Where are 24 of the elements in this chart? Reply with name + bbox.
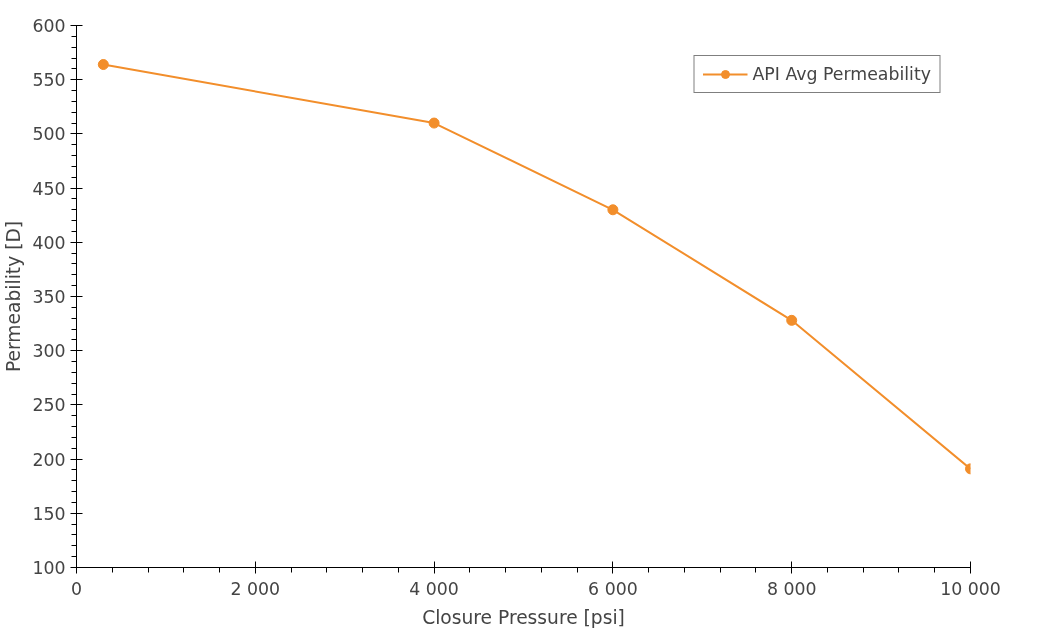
- y-tick-label: 550: [32, 70, 66, 91]
- point: [786, 314, 798, 326]
- point: [607, 204, 619, 216]
- y-tick-label: 100: [32, 558, 66, 578]
- y-axis-title: Permeability [D]: [3, 220, 25, 373]
- legend-label: API Avg Permeability: [752, 64, 931, 84]
- y-tick-label: 150: [32, 503, 66, 524]
- y-tick-label: 400: [32, 232, 66, 253]
- x-tick-label: 2 000: [230, 578, 281, 599]
- x-tick-label: 8 000: [766, 578, 817, 599]
- point: [428, 117, 440, 129]
- x-axis-title: Closure Pressure [psi]: [422, 606, 625, 628]
- y-tick-label: 450: [32, 178, 66, 199]
- y-tick-label: 250: [32, 395, 66, 416]
- point: [97, 59, 109, 71]
- x-tick-label: 4 000: [409, 578, 459, 599]
- y-tick-label: 500: [32, 124, 66, 145]
- y-tick-label: 600: [32, 16, 66, 36]
- x-tick-label: 10 000: [940, 578, 1001, 599]
- x-tick-label: 0: [70, 578, 83, 599]
- y-tick-label: 200: [32, 449, 66, 470]
- y-tick-label: 350: [32, 287, 66, 307]
- x-tick-label: 6 000: [588, 578, 638, 599]
- y-tick-label: 300: [32, 341, 66, 362]
